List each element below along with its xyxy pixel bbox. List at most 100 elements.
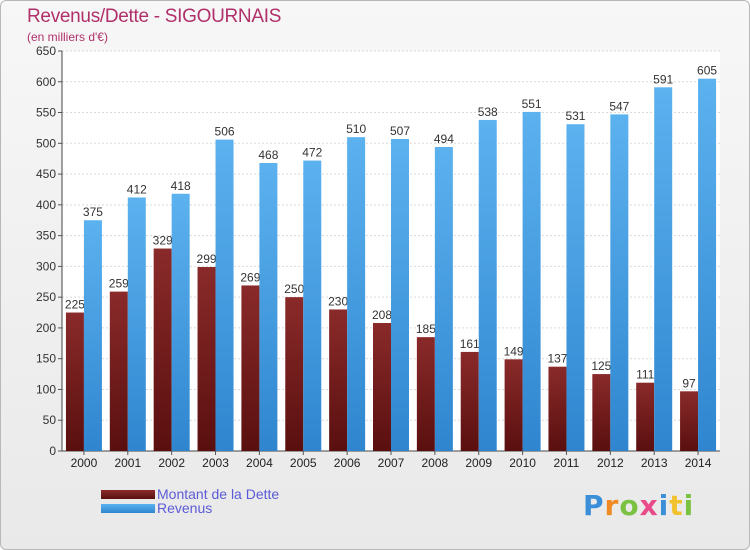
data-label-debt: 111 [636, 368, 655, 382]
y-tick-label: 300 [36, 259, 56, 273]
bar-debt [680, 391, 699, 451]
y-tick-label: 550 [36, 106, 56, 120]
data-label-debt: 185 [416, 322, 436, 336]
bar-revenue [303, 160, 322, 452]
x-tick-label: 2005 [290, 456, 317, 470]
y-tick-label: 450 [36, 167, 56, 181]
bar-debt [548, 366, 567, 451]
data-label-debt: 329 [153, 234, 173, 248]
data-label-debt: 149 [504, 344, 524, 358]
data-label-revenue: 494 [434, 132, 454, 146]
bar-revenue [127, 197, 146, 451]
x-tick-label: 2012 [597, 456, 624, 470]
y-tick-label: 250 [36, 290, 56, 304]
data-label-revenue: 547 [609, 99, 629, 113]
bar-revenue [522, 111, 541, 451]
data-label-revenue: 605 [697, 64, 717, 78]
data-label-debt: 230 [328, 294, 348, 308]
x-tick-label: 2013 [641, 456, 668, 470]
data-label-debt: 299 [197, 252, 217, 266]
bar-debt [329, 309, 348, 451]
x-tick-label: 2007 [378, 456, 405, 470]
bar-revenue [83, 220, 102, 451]
logo-letter: i [683, 489, 695, 522]
data-label-debt: 161 [460, 337, 480, 351]
bar-revenue [215, 139, 234, 451]
data-label-debt: 208 [372, 308, 392, 322]
bar-debt [636, 382, 655, 451]
y-tick-label: 350 [36, 229, 56, 243]
logo-letter: o [619, 489, 640, 522]
bar-revenue [171, 193, 190, 451]
bar-revenue [391, 139, 409, 451]
data-label-revenue: 472 [302, 146, 322, 160]
y-tick-label: 650 [36, 44, 56, 58]
y-tick-label: 500 [36, 136, 56, 150]
x-tick-label: 2004 [246, 456, 273, 470]
bar-revenue [259, 163, 278, 451]
bar-debt [460, 351, 479, 451]
bar-debt [153, 248, 172, 451]
bar-revenue [347, 137, 366, 451]
bar-revenue [566, 124, 585, 451]
legend: Montant de la Dette Revenus [101, 486, 280, 516]
data-label-revenue: 468 [258, 148, 278, 162]
legend-label-revenue: Revenus [157, 500, 213, 516]
data-label-debt: 269 [240, 270, 260, 284]
y-tick-label: 50 [43, 413, 57, 427]
legend-swatch-revenue [101, 503, 155, 513]
bar-revenue [698, 78, 717, 451]
x-tick-label: 2001 [114, 456, 141, 470]
bar-revenue [654, 87, 673, 452]
y-tick-label: 150 [36, 352, 56, 366]
y-tick-label: 0 [49, 444, 56, 458]
x-tick-label: 2000 [71, 456, 98, 470]
data-label-debt: 250 [284, 282, 304, 296]
bar-revenue [478, 119, 497, 451]
bar-debt [65, 312, 84, 451]
x-tick-label: 2010 [509, 456, 536, 470]
data-label-revenue: 531 [565, 109, 585, 123]
bar-debt [109, 291, 128, 451]
data-label-revenue: 375 [83, 205, 103, 219]
bar-debt [373, 323, 391, 451]
data-label-revenue: 507 [390, 124, 410, 138]
x-tick-label: 2008 [422, 456, 449, 470]
legend-swatch-debt [101, 489, 155, 499]
logo-letter: t [669, 489, 684, 522]
bar-debt [592, 374, 611, 451]
x-tick-label: 2009 [465, 456, 492, 470]
y-tick-label: 400 [36, 198, 56, 212]
data-label-debt: 97 [682, 376, 696, 390]
bar-debt [416, 337, 435, 451]
proxiti-logo: Proxiti [583, 489, 694, 522]
data-label-debt: 225 [65, 298, 85, 312]
chart-subtitle: (en milliers d'€) [27, 30, 108, 44]
data-label-debt: 125 [591, 359, 611, 373]
data-label-revenue: 591 [653, 72, 673, 86]
y-tick-label: 100 [36, 382, 56, 396]
bar-debt [197, 267, 216, 451]
y-tick-label: 200 [36, 321, 56, 335]
data-label-debt: 259 [109, 277, 129, 291]
logo-letter: r [604, 489, 620, 522]
bar-revenue [434, 147, 453, 451]
data-label-revenue: 510 [346, 122, 366, 136]
bar-debt [504, 359, 523, 451]
bar-revenue [610, 114, 629, 451]
bar-debt [285, 297, 304, 451]
data-label-revenue: 551 [522, 97, 542, 111]
x-tick-label: 2003 [202, 456, 229, 470]
logo-letter: i [658, 489, 670, 522]
data-label-revenue: 418 [171, 179, 191, 193]
logo-letter: P [583, 489, 605, 522]
bar-debt [241, 285, 260, 451]
legend-item-revenue: Revenus [101, 500, 279, 516]
x-tick-label: 2006 [334, 456, 361, 470]
data-label-revenue: 538 [478, 105, 498, 119]
chart-title: Revenus/Dette - SIGOURNAIS [27, 6, 282, 27]
x-tick-label: 2011 [554, 456, 580, 470]
legend-label-debt: Montant de la Dette [157, 486, 280, 502]
